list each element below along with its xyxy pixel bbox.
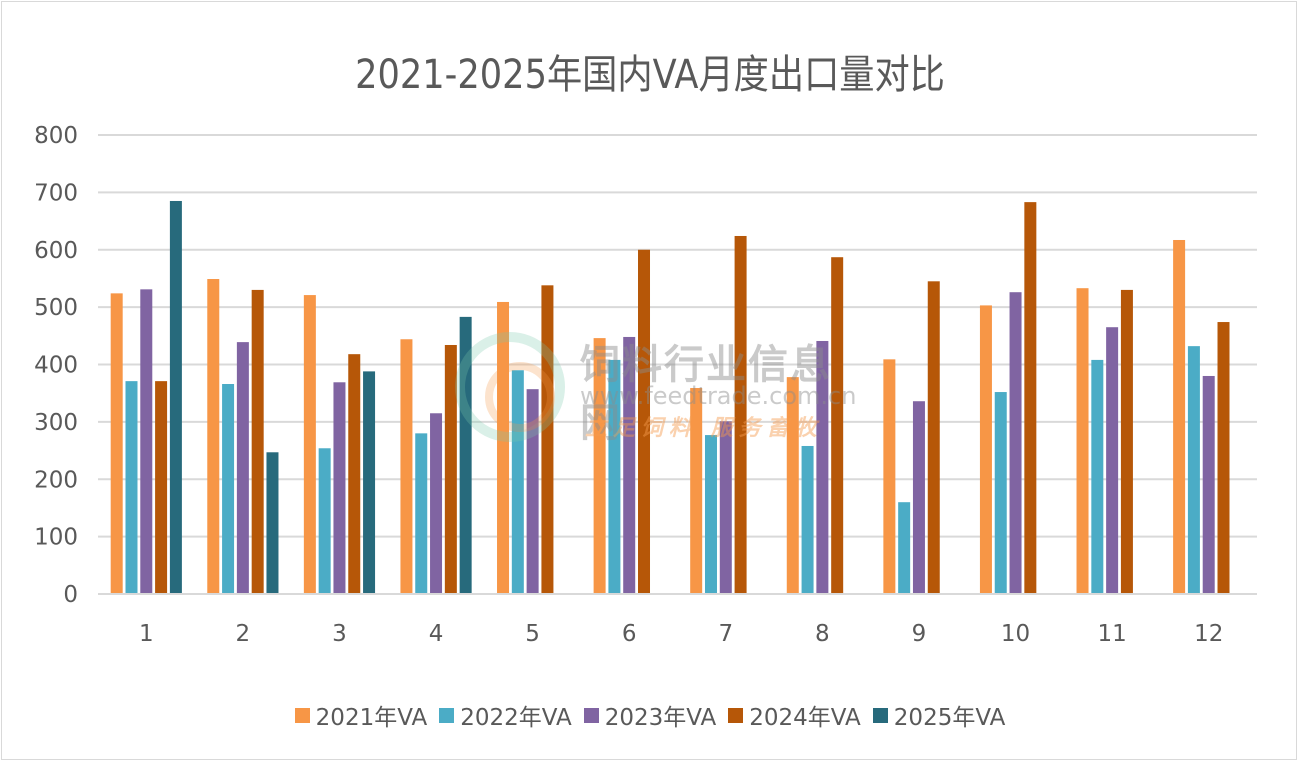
x-tick-label: 4 [429, 621, 444, 647]
bar-2023年VA-month-7 [719, 421, 732, 594]
bar-2023年VA-month-2 [236, 342, 249, 594]
bar-2024年VA-month-3 [348, 354, 361, 594]
bar-2021年VA-month-4 [400, 339, 413, 594]
y-tick-label: 300 [34, 410, 78, 436]
bar-2023年VA-month-3 [333, 382, 346, 594]
bar-2023年VA-month-1 [140, 289, 153, 594]
y-tick-label: 700 [34, 180, 78, 206]
bar-2024年VA-month-12 [1217, 322, 1230, 594]
bar-2023年VA-month-8 [816, 340, 829, 594]
bar-2023年VA-month-4 [430, 413, 443, 594]
bar-2022年VA-month-11 [1091, 359, 1104, 594]
legend-swatch [294, 707, 310, 723]
gridlines [98, 134, 1257, 595]
bar-2021年VA-month-1 [110, 293, 123, 594]
bar-2022年VA-month-1 [125, 381, 138, 594]
y-tick-label: 400 [34, 353, 78, 379]
bar-2024年VA-month-7 [734, 235, 747, 595]
y-axis-ticks: 0 100 200 300 400 500 600 700 800 [34, 123, 78, 608]
bar-2023年VA-month-10 [1009, 292, 1022, 594]
bar-2025年VA-month-1 [169, 200, 182, 594]
bar-2022年VA-month-9 [898, 502, 911, 594]
bar-2024年VA-month-10 [1024, 202, 1037, 594]
bar-2021年VA-month-2 [207, 279, 220, 594]
legend-swatch [583, 707, 599, 723]
bar-2021年VA-month-3 [303, 295, 316, 594]
bar-2025年VA-month-3 [363, 371, 376, 594]
legend-item: 2021年VA [294, 698, 428, 732]
bar-2024年VA-month-1 [155, 381, 168, 594]
x-tick-label: 7 [718, 621, 733, 647]
x-tick-label: 8 [815, 621, 830, 647]
bar-2022年VA-month-10 [994, 392, 1007, 594]
x-tick-label: 3 [332, 621, 347, 647]
y-tick-label: 600 [34, 238, 78, 264]
legend-item: 2024年VA [728, 698, 861, 732]
x-tick-label: 9 [912, 621, 927, 647]
x-tick-label: 10 [1001, 621, 1030, 647]
bar-2021年VA-month-6 [593, 338, 606, 594]
bar-2025年VA-month-4 [459, 316, 472, 594]
x-tick-label: 2 [236, 621, 251, 647]
x-tick-label: 12 [1194, 621, 1223, 647]
bar-2024年VA-month-5 [541, 285, 554, 594]
bar-2022年VA-month-8 [801, 445, 814, 594]
legend-swatch [439, 707, 455, 723]
bar-2024年VA-month-11 [1120, 289, 1133, 594]
y-tick-label: 500 [34, 295, 78, 321]
legend-label: 2022年VA [460, 705, 572, 731]
bar-2022年VA-month-5 [511, 370, 524, 594]
bar-2023年VA-month-5 [526, 389, 539, 594]
legend-label: 2021年VA [315, 705, 428, 731]
x-tick-label: 11 [1097, 621, 1126, 647]
bar-2024年VA-month-2 [251, 289, 264, 594]
bar-2024年VA-month-6 [638, 249, 651, 594]
legend: 2021年VA 2022年VA 2023年VA 2024年VA 2025年VA [0, 698, 1300, 732]
bars [98, 200, 1257, 595]
legend-item: 2025年VA [872, 698, 1006, 732]
legend-label: 2025年VA [893, 705, 1006, 731]
legend-item: 2023年VA [583, 698, 717, 732]
bar-2023年VA-month-12 [1202, 375, 1215, 594]
bar-2025年VA-month-2 [266, 452, 279, 594]
x-tick-label: 6 [622, 621, 637, 647]
x-tick-label: 5 [525, 621, 540, 647]
bar-2022年VA-month-4 [415, 433, 428, 594]
bar-2023年VA-month-6 [623, 336, 636, 594]
bar-2021年VA-month-8 [786, 377, 799, 594]
bar-2021年VA-month-9 [883, 359, 896, 594]
bar-2024年VA-month-8 [831, 257, 844, 594]
bar-2022年VA-month-7 [704, 435, 717, 594]
bar-2024年VA-month-9 [927, 281, 940, 594]
legend-label: 2024年VA [749, 705, 861, 731]
bar-2022年VA-month-2 [222, 384, 235, 594]
bar-2021年VA-month-5 [497, 301, 510, 594]
x-axis-ticks: 1 2 3 4 5 6 7 8 9 10 11 12 [139, 621, 1223, 647]
y-tick-label: 800 [34, 123, 78, 149]
legend-swatch [728, 707, 744, 723]
bar-2021年VA-month-12 [1173, 239, 1186, 594]
bar-2023年VA-month-11 [1106, 327, 1119, 594]
legend-label: 2023年VA [604, 705, 717, 731]
legend-swatch [872, 707, 888, 723]
x-tick-label: 1 [139, 621, 154, 647]
bar-2022年VA-month-3 [318, 448, 331, 594]
y-tick-label: 0 [63, 582, 78, 608]
y-tick-label: 100 [34, 525, 78, 551]
bar-2024年VA-month-4 [444, 344, 457, 594]
bar-2022年VA-month-6 [608, 359, 621, 594]
y-tick-label: 200 [34, 467, 78, 493]
bar-2021年VA-month-10 [979, 305, 992, 594]
bar-2021年VA-month-11 [1076, 288, 1089, 594]
bar-2021年VA-month-7 [690, 388, 703, 594]
bar-2022年VA-month-12 [1187, 346, 1200, 594]
chart-title: 2021-2025年国内VA月度出口量对比 [355, 52, 945, 98]
legend-item: 2022年VA [439, 698, 572, 732]
bar-2023年VA-month-9 [912, 401, 925, 594]
